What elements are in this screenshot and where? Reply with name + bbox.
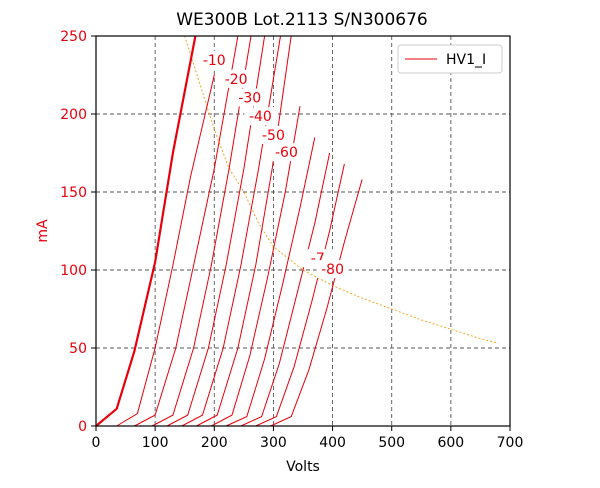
y-tick-label: 150 [60,185,87,201]
curve-label-bg [220,69,253,88]
curve-label: -30 [238,91,261,107]
plate-curve [166,35,266,427]
plate-curve [116,74,215,427]
curve-label-bg [244,107,277,126]
x-axis-ticks: 0 100 200 300 400 500 600 700 [92,426,524,451]
y-tick-label: 100 [60,263,87,279]
x-tick-label: 700 [497,435,524,451]
curve-label-bg [316,260,349,279]
curve-label: -20 [225,72,248,88]
x-tick-label: 200 [201,435,228,451]
x-tick-label: 400 [319,435,346,451]
curve-label: -80 [321,262,344,278]
plate-curve [95,35,197,427]
chart-title: WE300B Lot.2113 S/N300676 [176,10,428,30]
plate-curve [134,35,239,427]
plate-curve [151,35,252,427]
plate-curve [240,152,331,427]
grid-lines [96,36,510,426]
curve-label: -40 [249,109,272,125]
x-axis-label: Volts [286,459,320,475]
x-tick-label: 100 [142,435,169,451]
x-tick-label: 0 [92,435,101,451]
y-axis-ticks: 0 50 100 150 200 250 [60,29,96,435]
y-tick-label: 250 [60,29,87,45]
grid-voltage-labels: -10-20-30-40-50-60-7-80 [198,51,349,279]
curve-label-bg [257,125,290,144]
legend: HV1_I [397,44,503,74]
curve-label-bg [233,88,266,107]
curve-label: -60 [275,145,298,161]
x-tick-label: 600 [437,435,464,451]
y-tick-label: 200 [60,107,87,123]
y-tick-label: 0 [78,419,87,435]
y-axis-label: mA [35,219,51,243]
legend-entry: HV1_I [446,52,486,68]
plate-curves [95,35,363,427]
curve-label-bg [270,143,303,162]
plate-curve [211,106,301,427]
plate-curve [255,163,345,427]
plate-curve [270,179,363,427]
x-tick-label: 300 [260,435,287,451]
curve-label: -10 [203,53,226,69]
legend-box [397,44,503,74]
plate-curve [225,137,316,427]
x-tick-label: 500 [378,435,405,451]
y-tick-label: 50 [69,341,87,357]
axes-frame [95,35,511,427]
curve-label: -50 [262,128,285,144]
plate-curve [181,35,281,427]
curve-label-bg [198,51,231,70]
